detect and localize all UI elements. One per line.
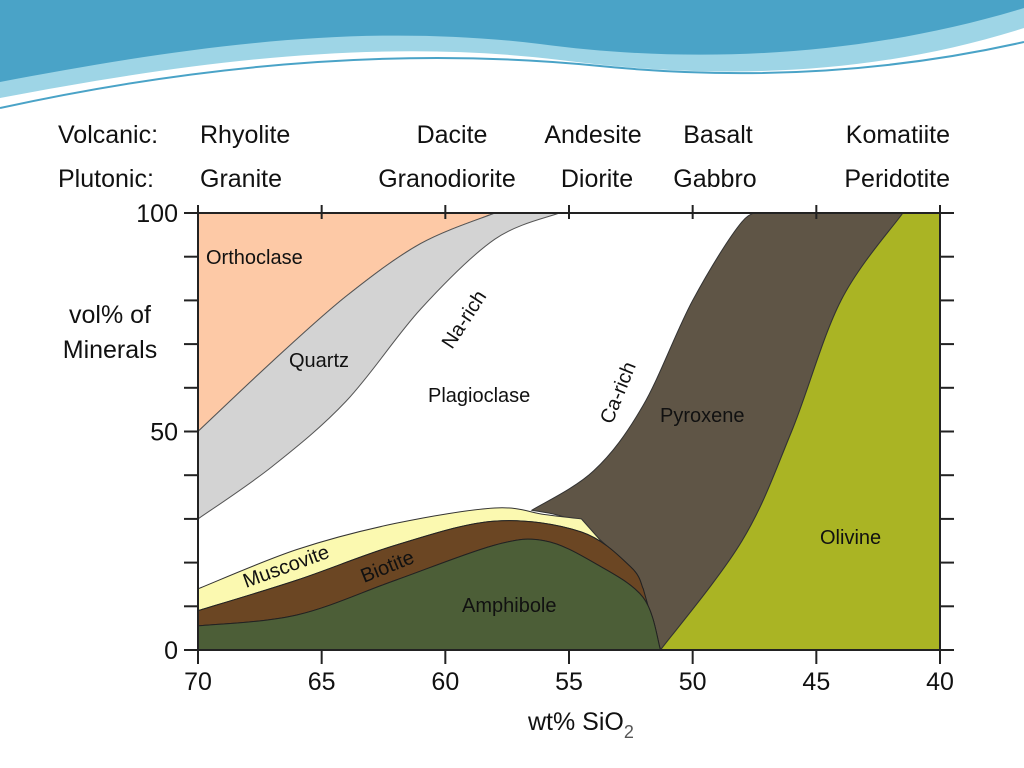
y-axis-title-line1: vol% of — [69, 301, 151, 329]
volcanic-komatiite: Komatiite — [846, 121, 950, 149]
plutonic-granodiorite: Granodiorite — [378, 165, 516, 193]
x-axis-title: wt% SiO2 — [527, 708, 634, 742]
x-tick-label: 40 — [926, 668, 954, 696]
x-axis-title-subscript: 2 — [624, 722, 634, 742]
orthoclase-label: Orthoclase — [206, 247, 303, 269]
axis-titles: vol% of Minerals wt% SiO2 — [63, 301, 634, 742]
quartz-label: Quartz — [289, 350, 349, 372]
mineral-fields — [197, 211, 941, 652]
amphibole-field — [197, 538, 662, 651]
plutonic-diorite: Diorite — [561, 165, 633, 193]
plutonic-peridotite: Peridotite — [844, 165, 950, 193]
plutonic-granite: Granite — [200, 165, 282, 193]
y-tick-label: 50 — [150, 419, 178, 447]
x-tick-label: 60 — [431, 668, 459, 696]
volcanic-row-label: Volcanic: — [58, 121, 158, 149]
x-axis-title-main: wt% SiO — [527, 708, 624, 736]
x-tick-label: 65 — [308, 668, 336, 696]
x-tick-label: 70 — [184, 668, 212, 696]
header-rows: Volcanic: Plutonic: Rhyolite Dacite Ande… — [58, 121, 950, 193]
y-tick-label: 100 — [136, 200, 178, 228]
volcanic-rhyolite: Rhyolite — [200, 121, 290, 149]
y-tick-label: 0 — [164, 637, 178, 665]
plutonic-gabbro: Gabbro — [673, 165, 756, 193]
x-tick-label: 50 — [679, 668, 707, 696]
volcanic-andesite: Andesite — [544, 121, 641, 149]
plagioclase-label: Plagioclase — [428, 385, 530, 407]
wave-line — [0, 41, 1024, 109]
olivine-field — [659, 212, 941, 651]
wave-band-dark — [0, 0, 1024, 82]
header-wave-decoration — [0, 0, 1024, 109]
pyroxene-label: Pyroxene — [660, 405, 745, 427]
y-axis-title-line2: Minerals — [63, 336, 157, 364]
volcanic-dacite: Dacite — [417, 121, 488, 149]
olivine-label: Olivine — [820, 527, 881, 549]
x-tick-label: 45 — [802, 668, 830, 696]
plutonic-row-label: Plutonic: — [58, 165, 154, 193]
x-tick-label: 55 — [555, 668, 583, 696]
amphibole-label: Amphibole — [462, 595, 557, 617]
volcanic-basalt: Basalt — [683, 121, 753, 149]
quartz-field — [197, 212, 560, 520]
axes: 70 65 60 55 50 45 40 100 50 0 — [136, 200, 954, 696]
